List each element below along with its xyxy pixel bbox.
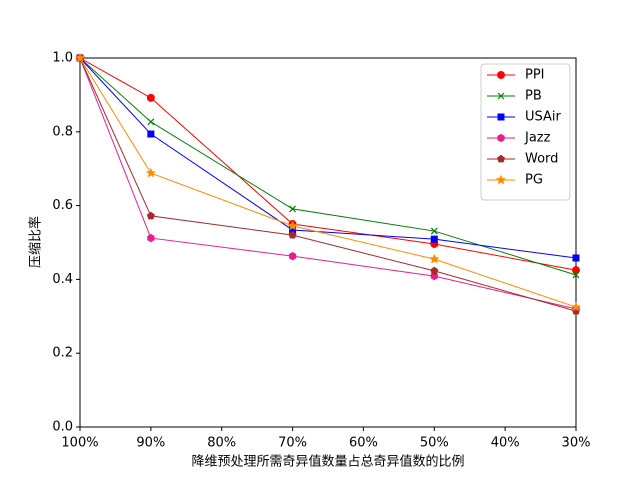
marker	[572, 271, 580, 279]
marker	[147, 118, 155, 126]
x-tick-label: 50%	[420, 436, 449, 451]
y-tick-label: 0.4	[52, 272, 73, 287]
x-tick-label: 40%	[491, 436, 520, 451]
marker	[497, 113, 505, 121]
x-tick-label: 90%	[136, 436, 165, 451]
marker	[430, 266, 439, 275]
x-tick-label: 100%	[61, 436, 98, 451]
marker	[496, 154, 506, 163]
x-tick-label: 70%	[278, 436, 307, 451]
y-tick-label: 0.6	[52, 198, 73, 213]
marker	[430, 227, 438, 235]
marker	[288, 251, 297, 261]
marker	[74, 52, 86, 63]
legend-label: Jazz	[524, 131, 551, 146]
marker	[572, 266, 580, 275]
marker	[147, 130, 155, 138]
y-tick-label: 0.8	[52, 124, 73, 139]
x-tick-label: 60%	[349, 436, 378, 451]
marker	[145, 167, 156, 178]
marker	[288, 230, 297, 239]
x-tick-label: 80%	[207, 436, 236, 451]
legend-label: USAir	[525, 110, 562, 125]
marker	[146, 93, 155, 102]
marker	[430, 235, 438, 243]
marker	[497, 71, 505, 79]
legend-label: Word	[525, 152, 558, 167]
y-tick-label: 1.0	[52, 51, 73, 66]
y-tick-label: 0.0	[52, 420, 73, 435]
legend-label: PG	[525, 173, 543, 188]
marker	[146, 211, 155, 220]
marker	[495, 174, 507, 185]
legend-label: PPI	[525, 68, 545, 83]
x-axis-label: 降维预处理所需奇异值数量占总奇异值数的比例	[191, 454, 464, 470]
marker	[429, 253, 440, 264]
marker	[570, 301, 582, 312]
plot-frame	[79, 57, 577, 428]
legend: PPI PB USAir Jazz Word PG	[480, 63, 571, 201]
y-tick-label: 0.2	[52, 346, 73, 361]
x-tick-label: 30%	[562, 436, 591, 451]
marker	[572, 254, 580, 262]
legend-label: PB	[525, 89, 542, 104]
marker	[147, 233, 155, 243]
marker	[497, 92, 505, 100]
y-axis-label: 压缩比率	[28, 216, 44, 268]
marker	[289, 205, 296, 213]
marker	[497, 133, 505, 143]
marker	[287, 220, 298, 231]
